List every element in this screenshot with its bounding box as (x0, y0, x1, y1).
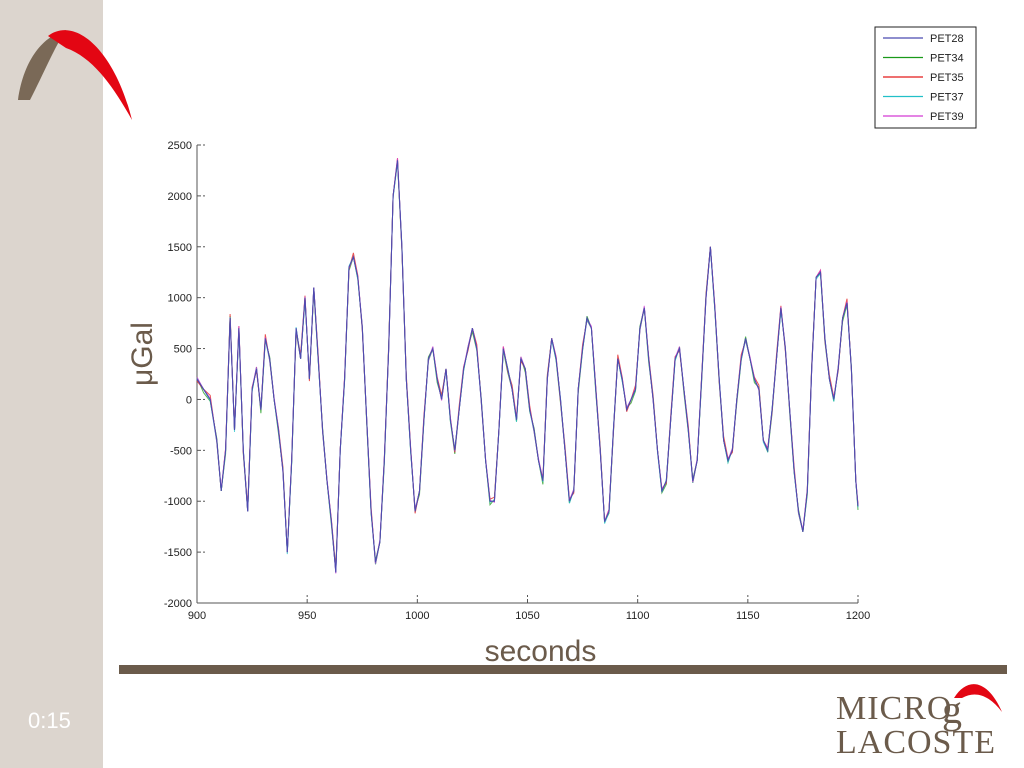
brand-name-micro: MICRO (836, 690, 953, 727)
x-tick-label: 900 (188, 610, 206, 622)
y-tick-label: 1000 (168, 293, 192, 305)
x-axis-label: seconds (485, 635, 597, 665)
series-line-pet34 (196, 161, 859, 571)
series-line-top (196, 160, 859, 573)
series-line-pet35 (196, 158, 859, 569)
x-tick-label: 1200 (846, 610, 870, 622)
y-tick-label: -1000 (164, 496, 192, 508)
x-tick-label: 1000 (405, 610, 429, 622)
divider-bar (119, 665, 1007, 674)
sidebar-panel (0, 0, 103, 768)
y-tick-label: -500 (170, 445, 192, 457)
x-tick-label: 1050 (515, 610, 539, 622)
y-tick-label: -1500 (164, 547, 192, 559)
y-tick-label: 2000 (168, 191, 192, 203)
brand-logo: MICRO g LACOSTE (830, 676, 1010, 766)
series-line-pet28 (196, 160, 859, 573)
x-tick-label: 950 (298, 610, 316, 622)
y-tick-label: 500 (174, 344, 192, 356)
series-line-pet37 (196, 161, 859, 572)
swoosh-small-icon (954, 684, 1002, 712)
slide-timer: 0:15 (28, 708, 71, 733)
legend-label: PET28 (930, 33, 964, 45)
y-tick-label: -2000 (164, 598, 192, 610)
x-tick-label: 1100 (626, 610, 650, 622)
brand-name-lacoste: LACOSTE (836, 724, 996, 761)
legend-label: PET37 (930, 92, 964, 104)
y-tick-label: 1500 (168, 242, 192, 254)
brand-g: g (942, 687, 962, 732)
legend-label: PET39 (930, 111, 964, 123)
line-chart: 25002000150010005000-500-1000-1500-20009… (126, 26, 977, 665)
legend-box (874, 26, 977, 129)
y-axis-label: μGal (126, 322, 159, 386)
legend-label: PET34 (930, 53, 964, 65)
legend-label: PET35 (930, 72, 964, 84)
y-tick-label: 2500 (168, 140, 192, 152)
y-tick-label: 0 (186, 394, 192, 406)
series-line-pet39 (196, 158, 859, 574)
x-tick-label: 1150 (736, 610, 760, 622)
swoosh-logo-icon (18, 30, 132, 120)
